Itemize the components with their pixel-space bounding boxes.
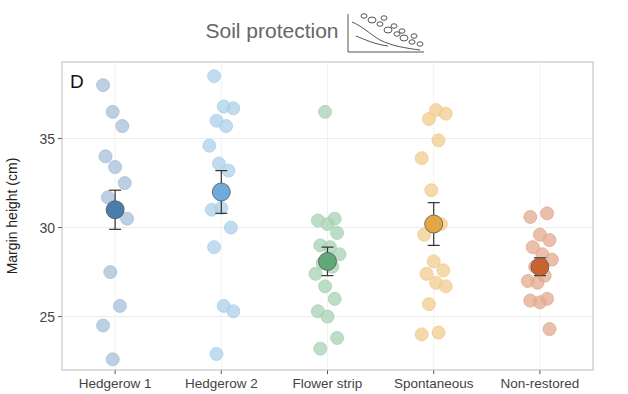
- point: [415, 152, 428, 165]
- tick: [221, 370, 222, 374]
- point: [208, 70, 221, 83]
- point: [415, 328, 428, 341]
- point: [208, 241, 221, 254]
- tick-label: Flower strip: [293, 376, 363, 391]
- point: [425, 184, 438, 197]
- tick: [433, 370, 434, 374]
- point: [220, 120, 233, 133]
- tick-label: Hedgerow 1: [79, 376, 152, 391]
- point: [104, 266, 117, 279]
- tick-label: Non-restored: [501, 376, 580, 391]
- point: [543, 323, 556, 336]
- point: [109, 161, 122, 174]
- point: [227, 102, 240, 115]
- point: [439, 107, 452, 120]
- point: [97, 319, 110, 332]
- point: [437, 264, 450, 277]
- mean-point: [319, 252, 337, 270]
- tick: [115, 370, 116, 374]
- mean-point: [531, 258, 549, 276]
- point: [321, 310, 334, 323]
- point: [224, 221, 237, 234]
- point: [531, 276, 544, 289]
- point: [331, 331, 344, 344]
- point: [113, 299, 126, 312]
- tick: [58, 316, 62, 317]
- tick: [58, 138, 62, 139]
- point: [439, 280, 452, 293]
- tick-label: 35: [39, 131, 55, 147]
- point: [543, 234, 556, 247]
- tick-label: 25: [39, 309, 55, 325]
- panel-label: D: [70, 71, 84, 92]
- axis-label: Margin height (cm): [4, 158, 20, 275]
- point: [227, 305, 240, 318]
- point: [422, 298, 435, 311]
- icon: [348, 14, 424, 52]
- marks: [97, 70, 559, 366]
- point: [524, 210, 537, 223]
- point: [541, 207, 554, 220]
- point: [106, 105, 119, 118]
- point: [203, 139, 216, 152]
- tick-label: Hedgerow 2: [185, 376, 258, 391]
- plot-frame: [62, 62, 593, 370]
- mean-point: [212, 183, 230, 201]
- title: Soil protection: [205, 19, 338, 42]
- point: [210, 347, 223, 360]
- tick: [539, 370, 540, 374]
- grid-line: [539, 62, 540, 370]
- tick-label: Spontaneous: [394, 376, 474, 391]
- tick-label: 30: [39, 220, 55, 236]
- point: [116, 120, 129, 133]
- point: [432, 134, 445, 147]
- mean-point: [106, 201, 124, 219]
- point: [314, 342, 327, 355]
- chart: Soil protection 25 30 35 Hedgerow 1 Hedgerow …: [0, 0, 628, 394]
- point: [422, 112, 435, 125]
- point: [328, 292, 341, 305]
- point: [533, 296, 546, 309]
- point: [97, 79, 110, 92]
- point: [319, 280, 332, 293]
- plot-background: [62, 62, 593, 370]
- tick: [58, 227, 62, 228]
- point: [99, 150, 112, 163]
- point: [106, 353, 119, 366]
- point: [118, 177, 131, 190]
- point: [319, 105, 332, 118]
- point: [309, 267, 322, 280]
- tick: [327, 370, 328, 374]
- point: [331, 226, 344, 239]
- point: [432, 326, 445, 339]
- mean-point: [425, 215, 443, 233]
